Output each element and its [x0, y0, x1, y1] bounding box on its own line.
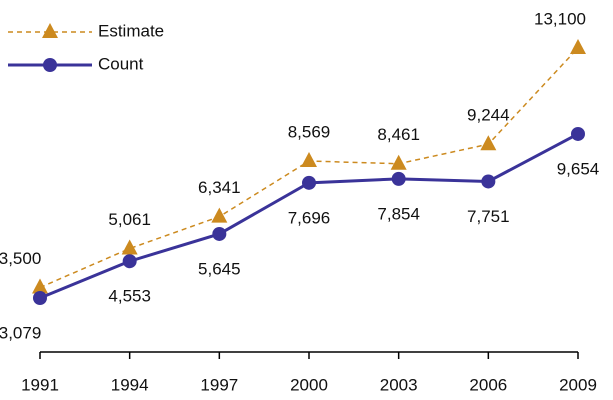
marker: [481, 174, 496, 189]
marker: [570, 39, 586, 54]
data-label: 3,500: [0, 249, 41, 268]
x-tick-label: 1991: [21, 375, 59, 394]
x-tick-label: 2009: [559, 375, 597, 394]
data-label: 9,654: [557, 159, 600, 178]
data-label: 6,341: [198, 178, 241, 197]
data-label: 5,645: [198, 259, 241, 278]
x-tick-label: 2006: [469, 375, 507, 394]
data-label: 5,061: [108, 210, 151, 229]
data-label: 7,854: [377, 204, 420, 223]
marker: [571, 126, 585, 141]
x-tick-label: 2000: [290, 375, 328, 394]
marker: [391, 171, 406, 186]
marker: [302, 175, 316, 190]
data-label: 9,244: [467, 106, 510, 125]
legend-label: Estimate: [98, 21, 164, 40]
data-label: 13,100: [534, 9, 586, 28]
series-line: [39, 47, 579, 289]
data-label: 8,569: [288, 123, 331, 142]
x-tick-label: 1997: [200, 375, 238, 394]
marker: [301, 152, 317, 168]
marker: [480, 135, 497, 151]
marker: [212, 226, 227, 241]
marker: [121, 239, 138, 255]
legend-marker: [42, 23, 58, 38]
x-tick-label: 2003: [380, 375, 418, 394]
data-label: 3,079: [0, 323, 41, 342]
legend-marker: [43, 58, 57, 72]
data-label: 7,696: [288, 208, 331, 227]
data-label: 7,751: [467, 207, 510, 226]
x-tick-label: 1994: [111, 375, 149, 394]
marker: [33, 291, 47, 305]
marker: [122, 254, 137, 269]
marker: [211, 207, 228, 223]
data-label: 4,553: [108, 287, 151, 306]
data-label: 8,461: [377, 125, 420, 144]
marker: [32, 278, 48, 294]
legend-label: Count: [98, 54, 144, 73]
marker: [390, 154, 407, 170]
